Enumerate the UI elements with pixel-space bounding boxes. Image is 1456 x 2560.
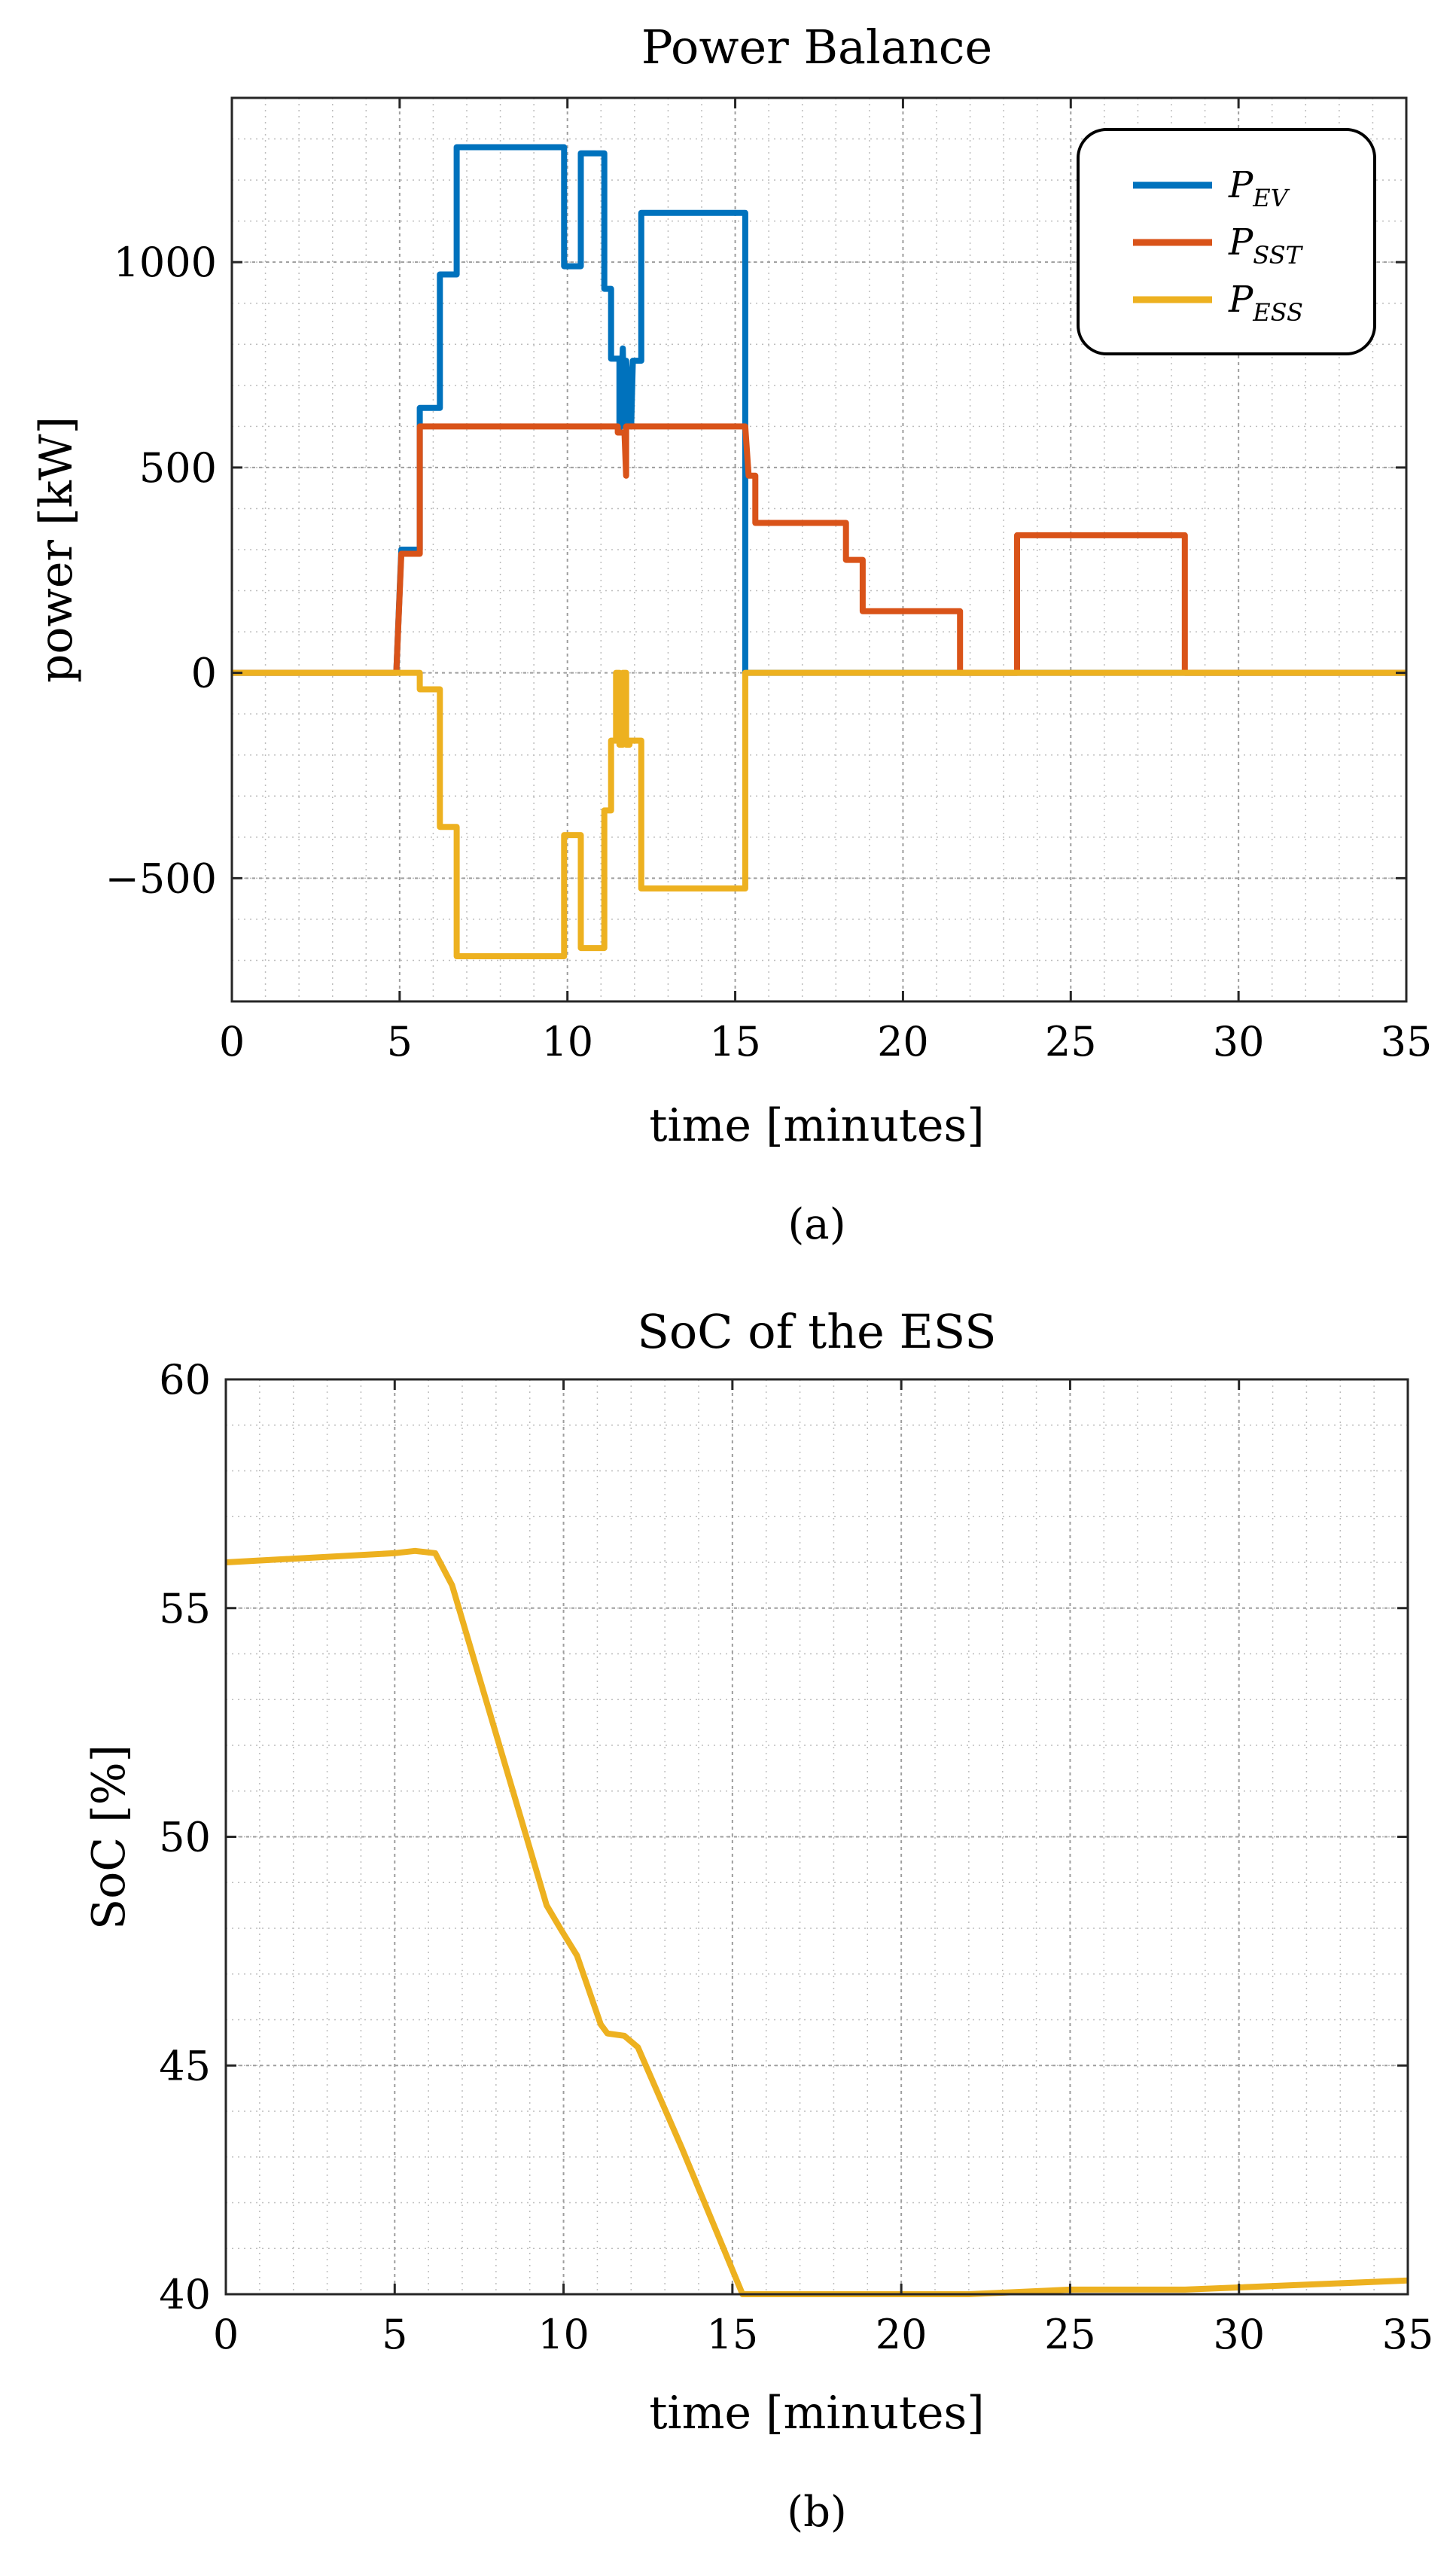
caption-a: (a) [787, 1200, 845, 1249]
chart-title: SoC of the ESS [637, 1304, 996, 1359]
minor-grid [232, 97, 1406, 1002]
y-tick-label: 0 [191, 650, 217, 697]
x-tick-label: 10 [541, 1018, 593, 1065]
y-tick-label: 1000 [114, 239, 217, 286]
series-group [232, 144, 1406, 959]
y-tick-label: 55 [159, 1585, 211, 1632]
y-axis-label: SoC [%] [83, 1745, 136, 1930]
x-axis-label: time [minutes] [649, 1099, 984, 1152]
y-tick-label: 45 [159, 2042, 211, 2089]
x-tick-label: 0 [213, 2311, 239, 2358]
legend-label-ess: PESS [1228, 279, 1303, 327]
axis-ticks: 0 5 10 15 20 25 30 35 −500 0 500 1000 [105, 98, 1433, 1065]
series-line-p-ess [232, 669, 1406, 959]
series-line-p-ev [232, 144, 1406, 676]
x-tick-label: 20 [876, 2311, 928, 2358]
legend: PEV PSST PESS [1077, 128, 1376, 355]
y-tick-label: 60 [159, 1356, 211, 1403]
legend-label-sst: PSST [1228, 221, 1304, 270]
x-tick-label: 35 [1381, 1018, 1433, 1065]
y-tick-label: 500 [139, 444, 217, 492]
soc-chart: SoC of the ESS 0 5 10 15 20 25 30 354045505560 … [83, 1304, 1433, 2537]
y-tick-label: 40 [159, 2271, 211, 2318]
legend-box [1077, 128, 1376, 355]
x-tick-label: 5 [382, 2311, 407, 2358]
legend-label-ev: PEV [1228, 164, 1290, 212]
x-tick-label: 20 [877, 1018, 929, 1065]
axis-ticks: 0 5 10 15 20 25 30 35 40 45 50 55 60 [159, 1356, 1433, 2358]
x-axis-label: time [minutes] [649, 2387, 984, 2440]
x-tick-label: 10 [538, 2311, 589, 2358]
x-tick-label: 30 [1213, 2311, 1265, 2358]
x-tick-label: 15 [706, 2311, 758, 2358]
x-tick-label: 35 [1382, 2311, 1434, 2358]
x-tick-label: 30 [1213, 1018, 1265, 1065]
x-tick-label: 25 [1044, 2311, 1096, 2358]
y-tick-label: −500 [105, 855, 217, 902]
y-tick-label: 50 [159, 1814, 211, 1861]
axes-box [230, 96, 1408, 1003]
y-axis-label: power [kW] [30, 416, 83, 683]
power-balance-chart: Power Balance 0 5 10 15 20 25 30 35 −500 0 500 1000… [30, 20, 1432, 1249]
x-tick-label: 0 [219, 1018, 245, 1065]
caption-b: (b) [787, 2488, 847, 2537]
x-tick-label: 15 [709, 1018, 761, 1065]
x-tick-label: 5 [387, 1018, 413, 1065]
chart-title: Power Balance [641, 20, 992, 75]
x-tick-label: 25 [1045, 1018, 1097, 1065]
